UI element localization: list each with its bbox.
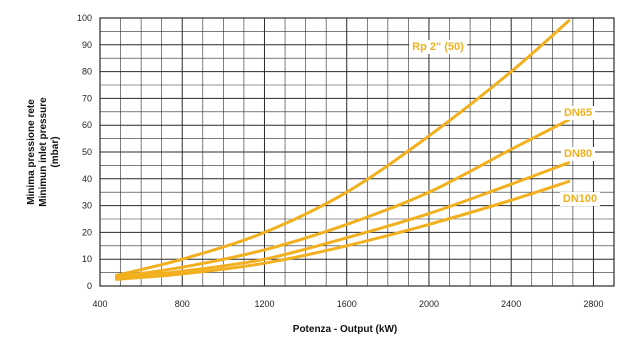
series-label-dn100: DN100 <box>563 193 597 205</box>
curve-dn65 <box>114 118 571 279</box>
series-label-background <box>560 147 596 161</box>
y-axis-title-line-2: Minimun inlet pressure <box>38 97 49 207</box>
x-tick-label: 2800 <box>583 299 603 309</box>
y-tick-label: 40 <box>82 174 92 184</box>
y-tick-label: 70 <box>82 93 92 103</box>
y-axis-title-line-3: (mbar) <box>50 136 61 167</box>
y-tick-label: 10 <box>82 254 92 264</box>
series-label-rp-2-50: Rp 2" (50) <box>412 41 464 53</box>
y-tick-label: 100 <box>77 13 92 23</box>
curve-dn80 <box>114 161 571 280</box>
tick-labels: 0 10 20 30 40 50 60 70 80 90 100 400 800 1200 1600 2000… <box>77 13 603 309</box>
series-label-background <box>409 40 468 54</box>
x-tick-label: 2000 <box>419 299 439 309</box>
y-axis-title-line-1: Minima pressione rete <box>26 99 37 205</box>
x-tick-label: 400 <box>92 299 107 309</box>
y-tick-label: 30 <box>82 201 92 211</box>
x-axis-title: Potenza - Output (kW) <box>293 324 397 335</box>
y-tick-label: 60 <box>82 120 92 130</box>
plot-frame <box>99 17 615 287</box>
y-axis-title: Minima pressione rete Minimun inlet pres… <box>26 97 61 207</box>
grid <box>99 17 615 287</box>
curve-dn100 <box>114 180 571 281</box>
x-tick-label: 1600 <box>337 299 357 309</box>
x-tick-label: 1200 <box>254 299 274 309</box>
y-tick-label: 0 <box>87 281 92 291</box>
curve-rp-2-50 <box>114 19 571 277</box>
series-labels: Rp 2" (50) DN65 DN80 DN100 <box>409 40 601 206</box>
series-label-dn65: DN65 <box>564 107 592 119</box>
y-tick-label: 20 <box>82 227 92 237</box>
y-tick-label: 90 <box>82 40 92 50</box>
y-tick-label: 50 <box>82 147 92 157</box>
series-label-background <box>560 106 596 120</box>
series-label-dn80: DN80 <box>564 148 592 160</box>
series-label-background <box>559 192 601 206</box>
y-tick-label: 80 <box>82 67 92 77</box>
x-tick-label: 800 <box>175 299 190 309</box>
curves <box>114 19 571 281</box>
x-tick-label: 2400 <box>501 299 521 309</box>
